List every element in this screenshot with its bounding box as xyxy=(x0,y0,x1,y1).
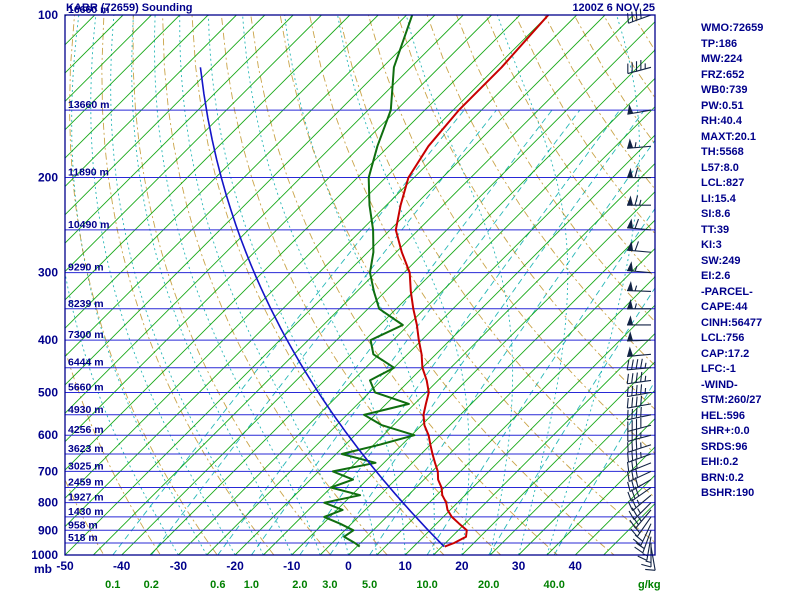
stat-line: LI:15.4 xyxy=(701,192,736,205)
svg-text:16660 m: 16660 m xyxy=(68,4,109,16)
svg-text:2.0: 2.0 xyxy=(292,579,307,591)
stat-line: EHI:0.2 xyxy=(701,456,739,468)
isotherm-lines xyxy=(65,15,655,555)
isobar-lines xyxy=(65,14,655,556)
stat-line: L57:8.0 xyxy=(701,161,739,174)
stat-line: CAPE:44 xyxy=(701,301,748,313)
svg-text:3025 m: 3025 m xyxy=(68,460,104,472)
svg-text:0.1: 0.1 xyxy=(105,579,120,591)
svg-text:7300 m: 7300 m xyxy=(68,329,104,341)
stat-line: -PARCEL- xyxy=(701,285,753,298)
svg-text:-30: -30 xyxy=(170,559,188,573)
plot-border xyxy=(64,14,656,556)
svg-text:30: 30 xyxy=(512,559,526,573)
svg-text:9290 m: 9290 m xyxy=(68,262,104,274)
svg-text:13660 m: 13660 m xyxy=(68,99,109,111)
svg-text:100: 100 xyxy=(38,8,58,22)
svg-text:10490 m: 10490 m xyxy=(68,219,109,231)
svg-text:mb: mb xyxy=(34,562,52,576)
svg-text:20: 20 xyxy=(455,559,469,573)
dewpoint-curve xyxy=(323,15,416,548)
svg-text:800: 800 xyxy=(38,496,58,510)
svg-text:900: 900 xyxy=(38,523,58,537)
stat-line: BSHR:190 xyxy=(701,487,755,499)
stat-line: FRZ:652 xyxy=(701,68,745,81)
stat-line: RH:40.4 xyxy=(701,115,742,127)
svg-text:-10: -10 xyxy=(283,559,301,573)
stat-line: TT:39 xyxy=(701,223,730,236)
stat-line: MW:224 xyxy=(701,53,743,65)
stat-line: LFC:-1 xyxy=(701,363,736,375)
stat-line: SI:8.6 xyxy=(701,208,731,220)
stat-line: KI:3 xyxy=(701,239,722,251)
svg-text:40: 40 xyxy=(569,559,583,573)
svg-text:200: 200 xyxy=(38,171,58,185)
temperature-curve xyxy=(394,15,550,548)
svg-text:10.0: 10.0 xyxy=(416,579,437,591)
stat-line: BRN:0.2 xyxy=(701,471,744,484)
mixing-ratio-labels: 0.1 0.2 0.6 1.0 2.0 3.0 5.0 10.0 20.0 40.0 g/kg xyxy=(105,579,661,591)
svg-text:1430 m: 1430 m xyxy=(68,506,104,518)
stat-line: CAP:17.2 xyxy=(701,347,750,360)
svg-text:8239 m: 8239 m xyxy=(68,298,104,310)
svg-text:4930 m: 4930 m xyxy=(68,404,104,416)
mixing-ratio-lines xyxy=(112,109,655,555)
svg-text:500: 500 xyxy=(38,385,58,399)
svg-text:-50: -50 xyxy=(56,559,74,573)
svg-text:11890 m: 11890 m xyxy=(68,167,109,179)
stat-line: WB0:739 xyxy=(701,84,748,96)
svg-text:1927 m: 1927 m xyxy=(68,492,104,504)
stat-line: PW:0.51 xyxy=(701,99,744,112)
chart-datetime: 1200Z 6 NOV 25 xyxy=(572,2,655,14)
svg-text:-20: -20 xyxy=(226,559,244,573)
stat-line: TP:186 xyxy=(701,37,738,50)
svg-text:3.0: 3.0 xyxy=(322,579,337,591)
svg-text:6444 m: 6444 m xyxy=(68,357,104,369)
svg-text:700: 700 xyxy=(38,464,58,478)
svg-text:5.0: 5.0 xyxy=(362,579,377,591)
svg-text:0: 0 xyxy=(345,559,352,573)
svg-text:300: 300 xyxy=(38,266,58,280)
stat-line: SHR+:0.0 xyxy=(701,425,750,437)
stat-line: EI:2.6 xyxy=(701,270,731,282)
stat-line: SRDS:96 xyxy=(701,440,748,453)
svg-text:400: 400 xyxy=(38,333,58,347)
height-labels: 16660 m 13660 m 11890 m 10490 m 9290 m 8239 m… xyxy=(68,4,109,544)
stat-line: CINH:56477 xyxy=(701,316,763,329)
svg-text:958 m: 958 m xyxy=(68,519,98,531)
svg-text:4256 m: 4256 m xyxy=(68,424,104,436)
svg-text:-40: -40 xyxy=(113,559,131,573)
stat-line: STM:260/27 xyxy=(701,394,762,406)
svg-text:1000: 1000 xyxy=(31,548,58,562)
stat-line: HEL:596 xyxy=(701,409,746,422)
svg-text:20.0: 20.0 xyxy=(478,579,499,591)
parcel-curve xyxy=(199,67,445,548)
svg-text:5660 m: 5660 m xyxy=(68,381,104,393)
svg-text:0.2: 0.2 xyxy=(144,579,159,591)
stat-line: LCL:756 xyxy=(701,332,745,344)
moist-adiabat-lines xyxy=(65,15,640,555)
svg-text:0.6: 0.6 xyxy=(210,579,225,591)
chart-title: KABR (72659) Sounding xyxy=(66,2,193,14)
svg-text:518 m: 518 m xyxy=(68,532,98,544)
svg-text:10: 10 xyxy=(399,559,413,573)
svg-text:2459 m: 2459 m xyxy=(68,477,104,489)
dry-adiabat-lines xyxy=(65,15,655,555)
stat-line: TH:5568 xyxy=(701,146,744,158)
svg-text:1.0: 1.0 xyxy=(244,579,259,591)
stat-line: MAXT:20.1 xyxy=(701,130,757,143)
stats-panel: WMO:72659 TP:186 MW:224 FRZ:652 WB0:739 PW:0.… xyxy=(701,21,763,502)
svg-text:3623 m: 3623 m xyxy=(68,443,104,455)
svg-text:40.0: 40.0 xyxy=(543,579,564,591)
wind-barbs xyxy=(626,8,656,571)
stat-line: -WIND- xyxy=(701,378,738,391)
svg-text:g/kg: g/kg xyxy=(638,579,661,591)
stat-line: LCL:827 xyxy=(701,177,745,189)
stat-line: SW:249 xyxy=(701,254,741,267)
svg-text:600: 600 xyxy=(38,428,58,442)
stat-line: WMO:72659 xyxy=(701,22,764,34)
